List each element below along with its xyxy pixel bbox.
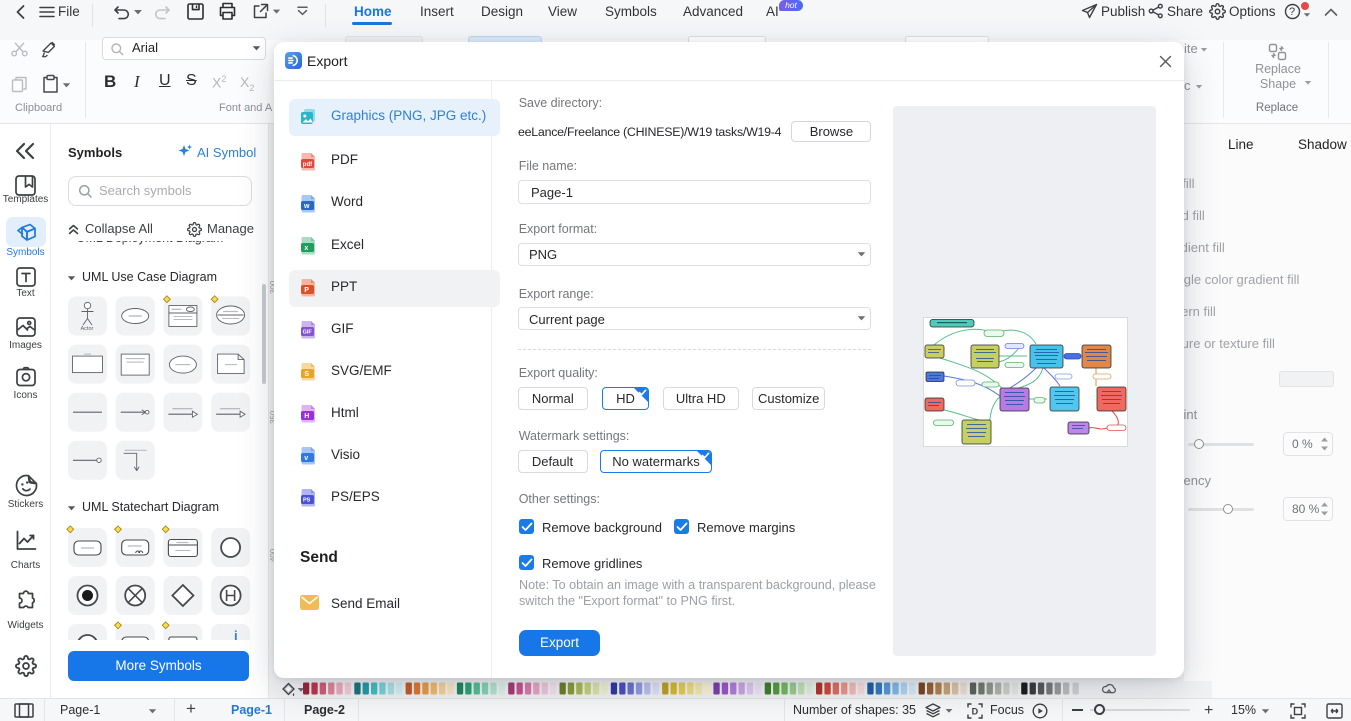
svg-text:v: v bbox=[304, 455, 308, 462]
svg-text:x: x bbox=[304, 245, 308, 252]
svg-text:D: D bbox=[972, 707, 979, 717]
svg-text:i: i bbox=[234, 628, 238, 643]
svg-text:Actor: Actor bbox=[81, 326, 94, 332]
svg-text:pdf: pdf bbox=[303, 162, 313, 168]
svg-text:P: P bbox=[304, 287, 309, 294]
svg-text:w: w bbox=[303, 203, 310, 210]
svg-text:H: H bbox=[304, 413, 309, 420]
svg-text:GIF: GIF bbox=[303, 330, 313, 336]
svg-text:S: S bbox=[304, 371, 309, 378]
svg-text:PS: PS bbox=[303, 498, 311, 504]
